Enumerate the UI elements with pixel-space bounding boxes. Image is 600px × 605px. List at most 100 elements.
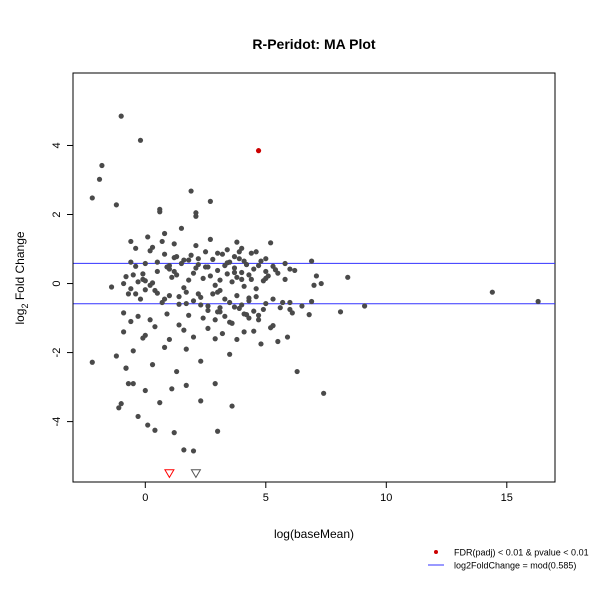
data-point xyxy=(210,256,216,262)
x-tick-label: 5 xyxy=(263,492,269,504)
data-point xyxy=(118,113,124,119)
data-point xyxy=(280,299,286,306)
y-axis-label-sub: 2 xyxy=(20,304,30,309)
data-point xyxy=(183,300,189,307)
data-point xyxy=(311,282,317,288)
data-point xyxy=(133,263,139,269)
data-point xyxy=(181,285,187,291)
data-point xyxy=(248,250,254,256)
data-point xyxy=(188,252,194,258)
data-point xyxy=(241,283,247,289)
data-point xyxy=(215,289,221,295)
data-point xyxy=(178,225,185,231)
data-point xyxy=(99,162,105,169)
data-point xyxy=(161,251,168,257)
data-point xyxy=(195,291,201,297)
data-point xyxy=(275,338,281,345)
data-point xyxy=(224,247,230,253)
data-point xyxy=(186,312,192,318)
data-point xyxy=(121,329,127,335)
data-point xyxy=(142,387,148,394)
data-point xyxy=(255,262,262,269)
data-point xyxy=(224,260,230,266)
data-point xyxy=(200,315,206,321)
data-point xyxy=(234,293,240,299)
data-point xyxy=(113,353,119,359)
data-point xyxy=(212,381,218,387)
data-point xyxy=(219,251,226,257)
data-point xyxy=(282,276,288,282)
data-point xyxy=(89,195,95,201)
data-point xyxy=(345,274,351,280)
data-point xyxy=(123,274,129,280)
data-point xyxy=(123,365,129,371)
data-point xyxy=(227,351,233,357)
data-point xyxy=(171,255,177,261)
data-point xyxy=(313,273,320,279)
data-point xyxy=(130,348,136,354)
data-point xyxy=(137,137,144,143)
data-point xyxy=(198,398,204,404)
data-point xyxy=(215,267,221,274)
plot-area-frame xyxy=(72,72,556,483)
data-point xyxy=(176,322,182,328)
data-point xyxy=(229,403,235,409)
data-point xyxy=(202,249,209,255)
data-point xyxy=(253,286,259,292)
data-point xyxy=(217,305,223,311)
data-point xyxy=(130,272,136,278)
data-point xyxy=(128,238,134,245)
data-point xyxy=(128,318,134,325)
data-point xyxy=(241,329,247,335)
data-point xyxy=(164,311,170,317)
data-point xyxy=(258,341,264,347)
significant-points xyxy=(255,148,262,154)
data-point xyxy=(277,305,283,311)
data-point xyxy=(234,336,240,343)
data-point xyxy=(234,239,240,245)
out-of-range-triangle xyxy=(190,469,202,479)
data-point xyxy=(489,289,495,295)
data-point xyxy=(270,296,276,302)
data-point xyxy=(193,210,199,216)
y-tick-label: 2 xyxy=(51,211,63,217)
data-point xyxy=(128,286,134,292)
y-tick-label: -4 xyxy=(51,417,63,427)
x-axis-label: log(baseMean) xyxy=(274,527,354,541)
data-point xyxy=(186,257,192,263)
data-point xyxy=(133,245,139,251)
data-point xyxy=(89,359,95,365)
data-point xyxy=(222,313,228,319)
data-point xyxy=(308,298,315,305)
data-point xyxy=(205,307,211,314)
legend: FDR(padj) < 0.01 & pvalue < 0.01 log2Fold… xyxy=(428,548,589,571)
data-point xyxy=(231,269,238,276)
data-point xyxy=(258,258,264,264)
data-point xyxy=(268,325,274,331)
data-points xyxy=(89,113,541,454)
data-point xyxy=(260,306,266,313)
data-point xyxy=(145,234,151,240)
data-point xyxy=(149,362,156,368)
data-point xyxy=(306,312,312,318)
data-point xyxy=(251,308,257,314)
data-point xyxy=(140,271,146,277)
data-point xyxy=(96,176,103,182)
data-point xyxy=(200,275,206,281)
data-point xyxy=(159,238,165,245)
data-point xyxy=(236,305,242,311)
data-point xyxy=(294,368,300,375)
data-point xyxy=(190,334,197,340)
y-axis-label-rest: Fold Change xyxy=(13,231,27,303)
data-point xyxy=(190,270,197,276)
data-point xyxy=(174,368,180,375)
data-point xyxy=(308,258,315,264)
data-point xyxy=(171,430,177,436)
data-point xyxy=(229,279,235,285)
data-point xyxy=(207,273,213,279)
data-point xyxy=(142,260,148,267)
data-point xyxy=(135,413,141,420)
data-point xyxy=(289,310,295,316)
chart-title: R-Peridot: MA Plot xyxy=(252,36,375,52)
data-point xyxy=(193,265,199,271)
